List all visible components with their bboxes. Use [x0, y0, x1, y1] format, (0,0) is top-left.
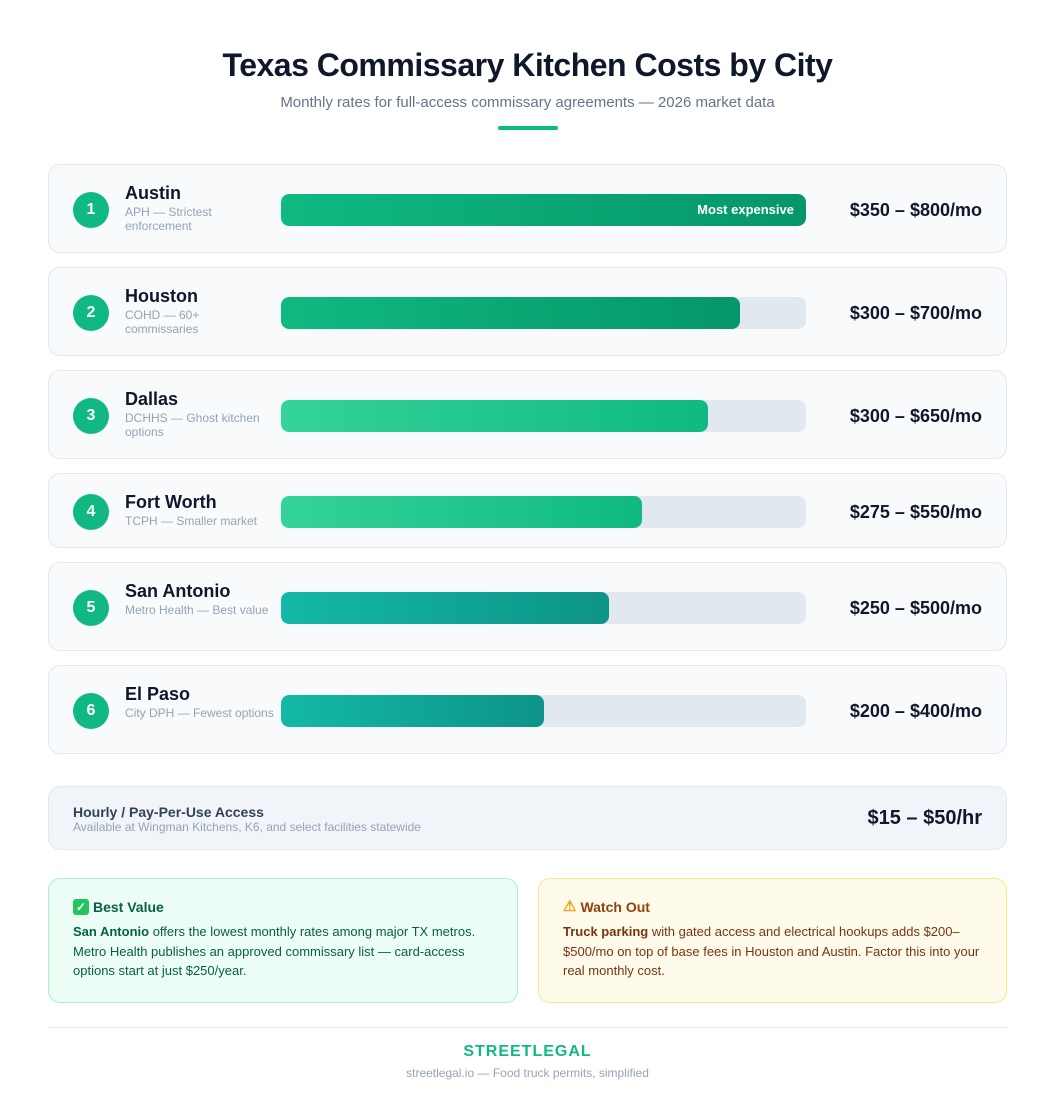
city-row: 2 Houston COHD — 60+ commissaries $300 – $7… [48, 267, 1007, 356]
rank-badge: 4 [73, 493, 109, 530]
city-name: Houston [125, 286, 198, 306]
city-row: 3 Dallas DCHHS — Ghost kitchen options $300… [48, 370, 1007, 459]
bar-track: Most expensive [281, 193, 806, 226]
bar-track [281, 399, 806, 432]
city-row: 4 Fort Worth TCPH — Smaller market $275 – $… [48, 473, 1007, 548]
chart-subtitle: Monthly rates for full-access commissary… [280, 94, 775, 111]
rank-badge: 5 [73, 589, 109, 626]
chart-title: Texas Commissary Kitchen Costs by City [222, 47, 833, 83]
watch-out-highlight: Truck parking [563, 924, 649, 939]
bar-fill [281, 296, 740, 329]
city-agency-note: COHD — 60+ commissaries [125, 308, 200, 336]
warning-icon: ⚠ [563, 898, 577, 915]
watch-out-title: Watch Out [580, 899, 650, 915]
bar-fill [281, 495, 642, 528]
price-range: $300 – $700/mo [849, 302, 982, 323]
city-name: El Paso [125, 684, 191, 704]
city-name: San Antonio [125, 581, 231, 601]
footer-tagline: streetlegal.io — Food truck permits, sim… [406, 1066, 649, 1080]
price-range: $250 – $500/mo [849, 597, 982, 618]
rank-badge: 2 [73, 294, 109, 331]
rank-badge: 6 [73, 692, 109, 729]
city-label-block: El Paso City DPH — Fewest options [125, 683, 275, 720]
watch-out-card: ⚠ Watch Out Truck parking with gated acc… [538, 878, 1007, 1003]
price-range: $275 – $550/mo [849, 501, 982, 522]
city-agency-note: APH — Strictest enforcement [125, 205, 212, 233]
bar-track [281, 495, 806, 528]
rank-badge: 3 [73, 397, 109, 434]
watch-out-text: Truck parking with gated access and elec… [563, 922, 982, 981]
hourly-subtitle: Available at Wingman Kitchens, K6, and s… [73, 820, 421, 834]
hourly-price: $15 – $50/hr [867, 807, 982, 829]
bar-data-label: Most expensive [697, 201, 794, 217]
chart-header: Texas Commissary Kitchen Costs by City M… [0, 0, 1055, 130]
city-label-block: Houston COHD — 60+ commissaries [125, 285, 275, 336]
bar-fill [281, 591, 609, 624]
price-range: $200 – $400/mo [849, 700, 982, 721]
city-name: Austin [125, 183, 181, 203]
accent-divider [497, 126, 558, 130]
watch-out-body: with gated access and electrical hookups… [563, 924, 980, 978]
footer-divider [48, 1027, 1007, 1028]
best-value-title: Best Value [93, 899, 164, 915]
city-label-block: Fort Worth TCPH — Smaller market [125, 491, 275, 528]
footer: STREETLEGAL streetlegal.io — Food truck … [0, 1043, 1055, 1080]
city-label-block: San Antonio Metro Health — Best value [125, 580, 275, 617]
city-row: 5 San Antonio Metro Health — Best value $25… [48, 562, 1007, 651]
city-agency-note: Metro Health — Best value [125, 603, 269, 617]
best-value-highlight: San Antonio [73, 924, 150, 939]
price-range: $300 – $650/mo [849, 405, 982, 426]
city-name: Dallas [125, 389, 179, 409]
city-row: 1 Austin APH — Strictest enforcement Most e… [48, 164, 1007, 253]
hourly-title: Hourly / Pay-Per-Use Access [73, 804, 264, 820]
bar-track [281, 296, 806, 329]
city-label-block: Austin APH — Strictest enforcement [125, 182, 275, 233]
city-row: 6 El Paso City DPH — Fewest options $200 – … [48, 665, 1007, 754]
city-agency-note: City DPH — Fewest options [125, 706, 274, 720]
bar-track [281, 694, 806, 727]
check-icon: ✓ [73, 899, 89, 915]
price-range: $350 – $800/mo [849, 199, 982, 220]
best-value-body: offers the lowest monthly rates among ma… [73, 924, 476, 978]
city-label-block: Dallas DCHHS — Ghost kitchen options [125, 388, 275, 439]
bar-fill [281, 694, 544, 727]
best-value-text: San Antonio offers the lowest monthly ra… [73, 922, 493, 981]
bar-track [281, 591, 806, 624]
city-agency-note: TCPH — Smaller market [125, 514, 258, 528]
city-name: Fort Worth [125, 492, 217, 512]
bar-fill [281, 399, 708, 432]
city-agency-note: DCHHS — Ghost kitchen options [125, 411, 260, 439]
best-value-card: ✓ Best Value San Antonio offers the lowe… [48, 878, 518, 1003]
rank-badge: 1 [73, 191, 109, 228]
bar-fill: Most expensive [281, 193, 806, 226]
brand-name: STREETLEGAL [463, 1043, 592, 1060]
hourly-access-card: Hourly / Pay-Per-Use Access Available at… [48, 786, 1007, 850]
